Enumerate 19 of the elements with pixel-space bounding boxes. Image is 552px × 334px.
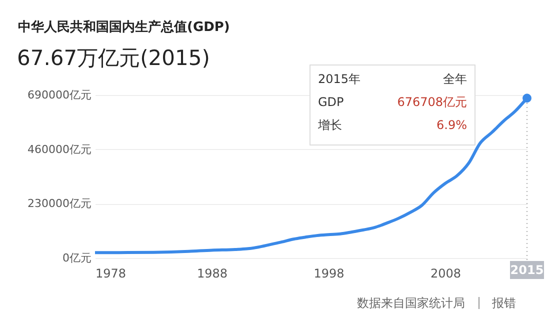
y-tick-label: 230000亿元	[28, 197, 92, 210]
x-tick-label: 2008	[430, 266, 462, 280]
y-tick-label: 690000亿元	[28, 88, 92, 102]
x-tick-label: 1978	[96, 266, 126, 280]
chart-title: 中华人民共和国国内生产总值(GDP)	[18, 19, 230, 35]
x-tick-label: 1988	[196, 266, 228, 280]
x-tick-label: 1998	[314, 266, 344, 280]
text: 2015年	[318, 72, 361, 86]
text: 全年	[443, 72, 467, 86]
text: 报错	[491, 296, 516, 310]
y-tick-label: 0亿元	[62, 252, 92, 264]
text: 数据来自国家统计局	[357, 296, 465, 310]
annotation: 676708亿元	[397, 95, 467, 109]
ref-line-label: 2015	[510, 263, 544, 277]
y-tick-label: 460000亿元	[28, 142, 92, 156]
annotation: 增长	[317, 118, 342, 132]
chart-subtitle: 67.67万亿元(2015)	[17, 46, 210, 70]
annotation: GDP	[318, 95, 344, 109]
annotation: 6.9%	[436, 118, 467, 132]
